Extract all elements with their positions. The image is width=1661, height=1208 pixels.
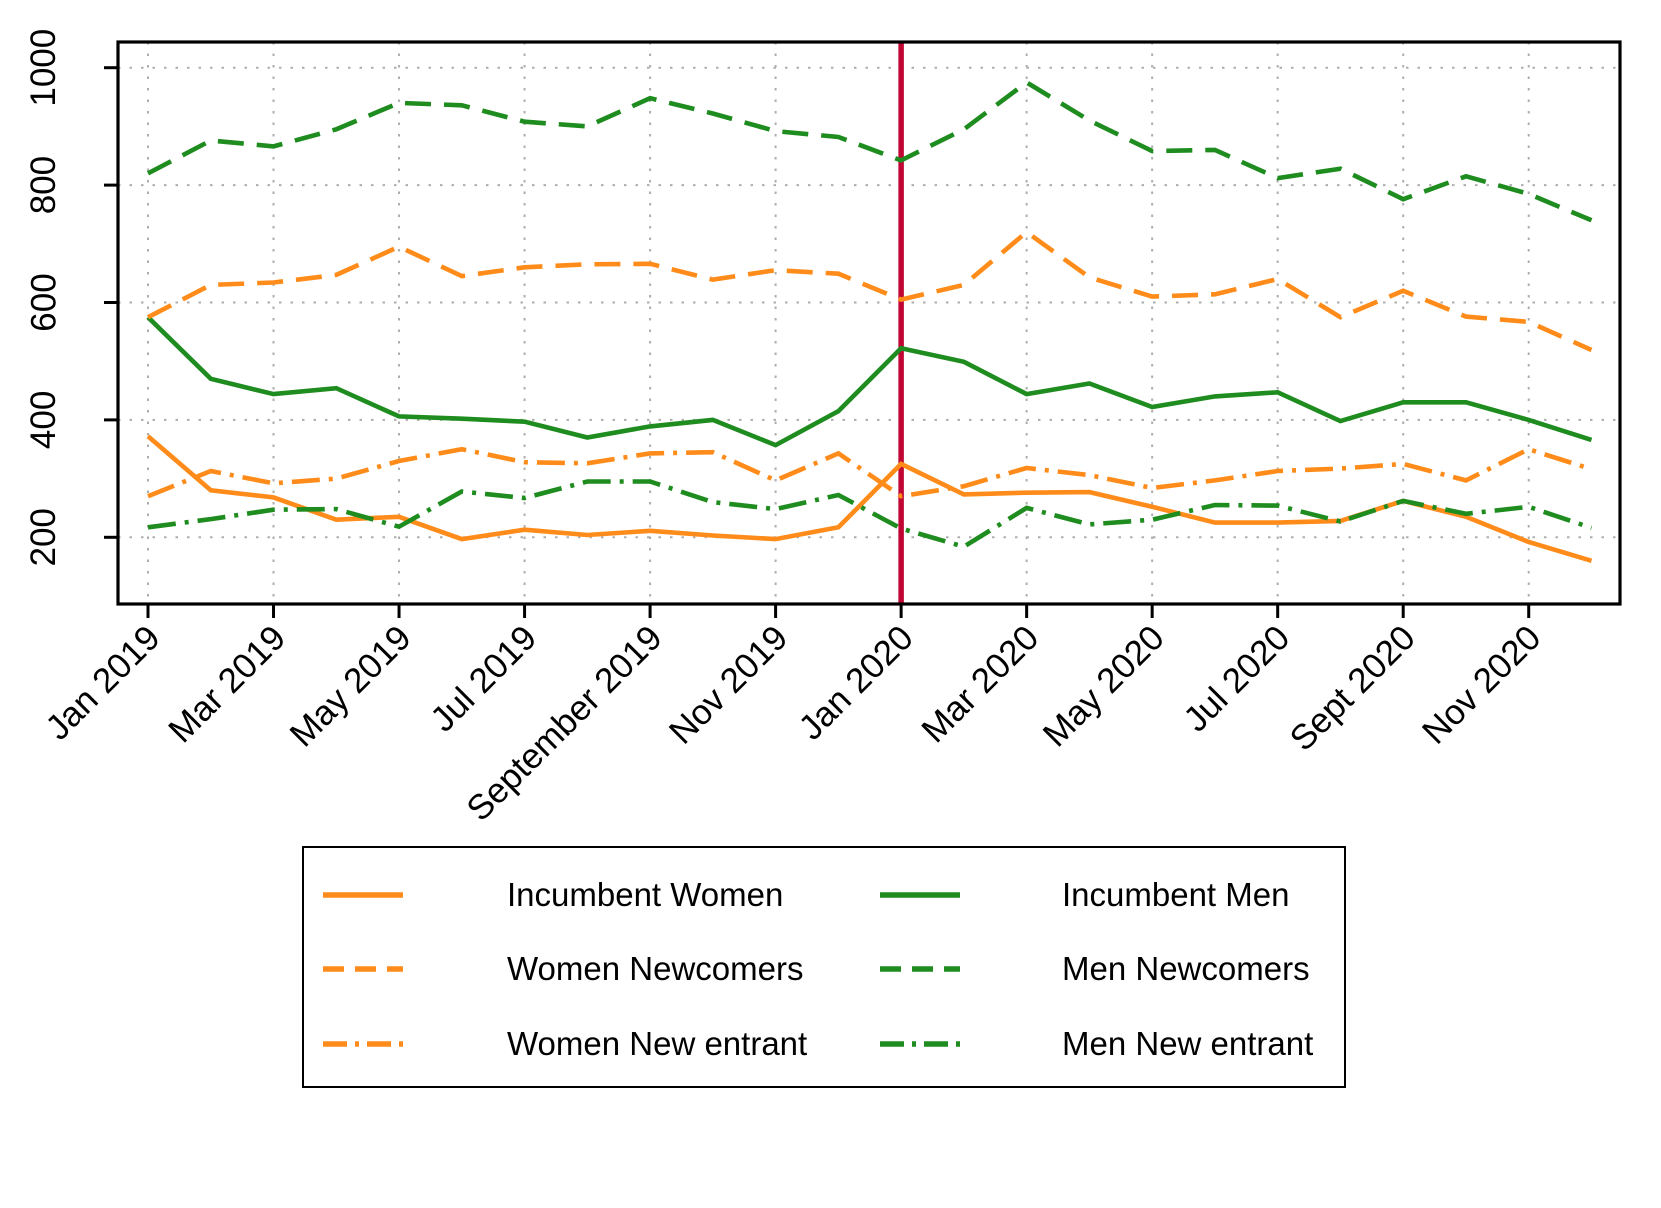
series-line-incumbent-men <box>146 315 1593 448</box>
legend-line-sample <box>880 1041 960 1047</box>
legend-row: Women New entrant Men New entrant <box>304 1022 1344 1066</box>
legend-row: Women Newcomers Men Newcomers <box>304 947 1344 991</box>
legend-line-sample <box>880 892 960 898</box>
y-axis-tick-label: 200 <box>24 508 63 566</box>
legend-label: Incumbent Women <box>507 876 784 913</box>
x-axis-tick-label: Mar 2019 <box>161 618 293 750</box>
series-line-incumbent-women <box>146 434 1593 564</box>
legend-row: Incumbent Women Incumbent Men <box>304 873 1344 917</box>
x-axis-tick-label: Sept 2020 <box>1282 618 1422 758</box>
y-axis-tick-label: 400 <box>24 391 63 449</box>
x-axis-tick-label: Mar 2020 <box>914 618 1046 750</box>
x-axis-tick-label: May 2019 <box>282 618 418 754</box>
legend-label: Women Newcomers <box>507 950 804 987</box>
plot-frame <box>116 40 1622 606</box>
series-line-men-newcomers <box>146 79 1593 223</box>
legend-line-sample <box>323 966 403 972</box>
x-axis-tick-label: Jul 2020 <box>1176 618 1297 739</box>
x-axis-tick-label: May 2020 <box>1036 618 1172 754</box>
x-axis-tick-label: Jul 2019 <box>423 618 544 739</box>
legend-box: Incumbent Women Incumbent Men Women Newcom… <box>302 846 1346 1088</box>
x-axis-tick-label: Jan 2020 <box>791 618 920 747</box>
legend-line-sample <box>323 1041 403 1047</box>
legend-label: Women New entrant <box>507 1025 808 1062</box>
x-axis-tick-label: Nov 2020 <box>1415 618 1549 752</box>
legend-label: Men Newcomers <box>1062 950 1310 987</box>
legend-label: Men New entrant <box>1062 1025 1314 1062</box>
y-axis-tick-label: 800 <box>24 156 63 214</box>
series-line-men-new-entrant <box>147 479 1593 550</box>
legend-line-sample <box>880 966 960 972</box>
series-line-women-newcomers <box>146 229 1593 353</box>
legend-label: Incumbent Men <box>1062 876 1290 913</box>
x-axis-tick-label: Jan 2019 <box>38 618 167 747</box>
y-axis-tick-label: 1000 <box>24 29 63 107</box>
y-axis-tick-label: 600 <box>24 273 63 331</box>
series-line-women-new-entrant <box>147 446 1593 499</box>
legend-line-sample <box>323 892 403 898</box>
x-axis-tick-label: Nov 2019 <box>662 618 796 752</box>
